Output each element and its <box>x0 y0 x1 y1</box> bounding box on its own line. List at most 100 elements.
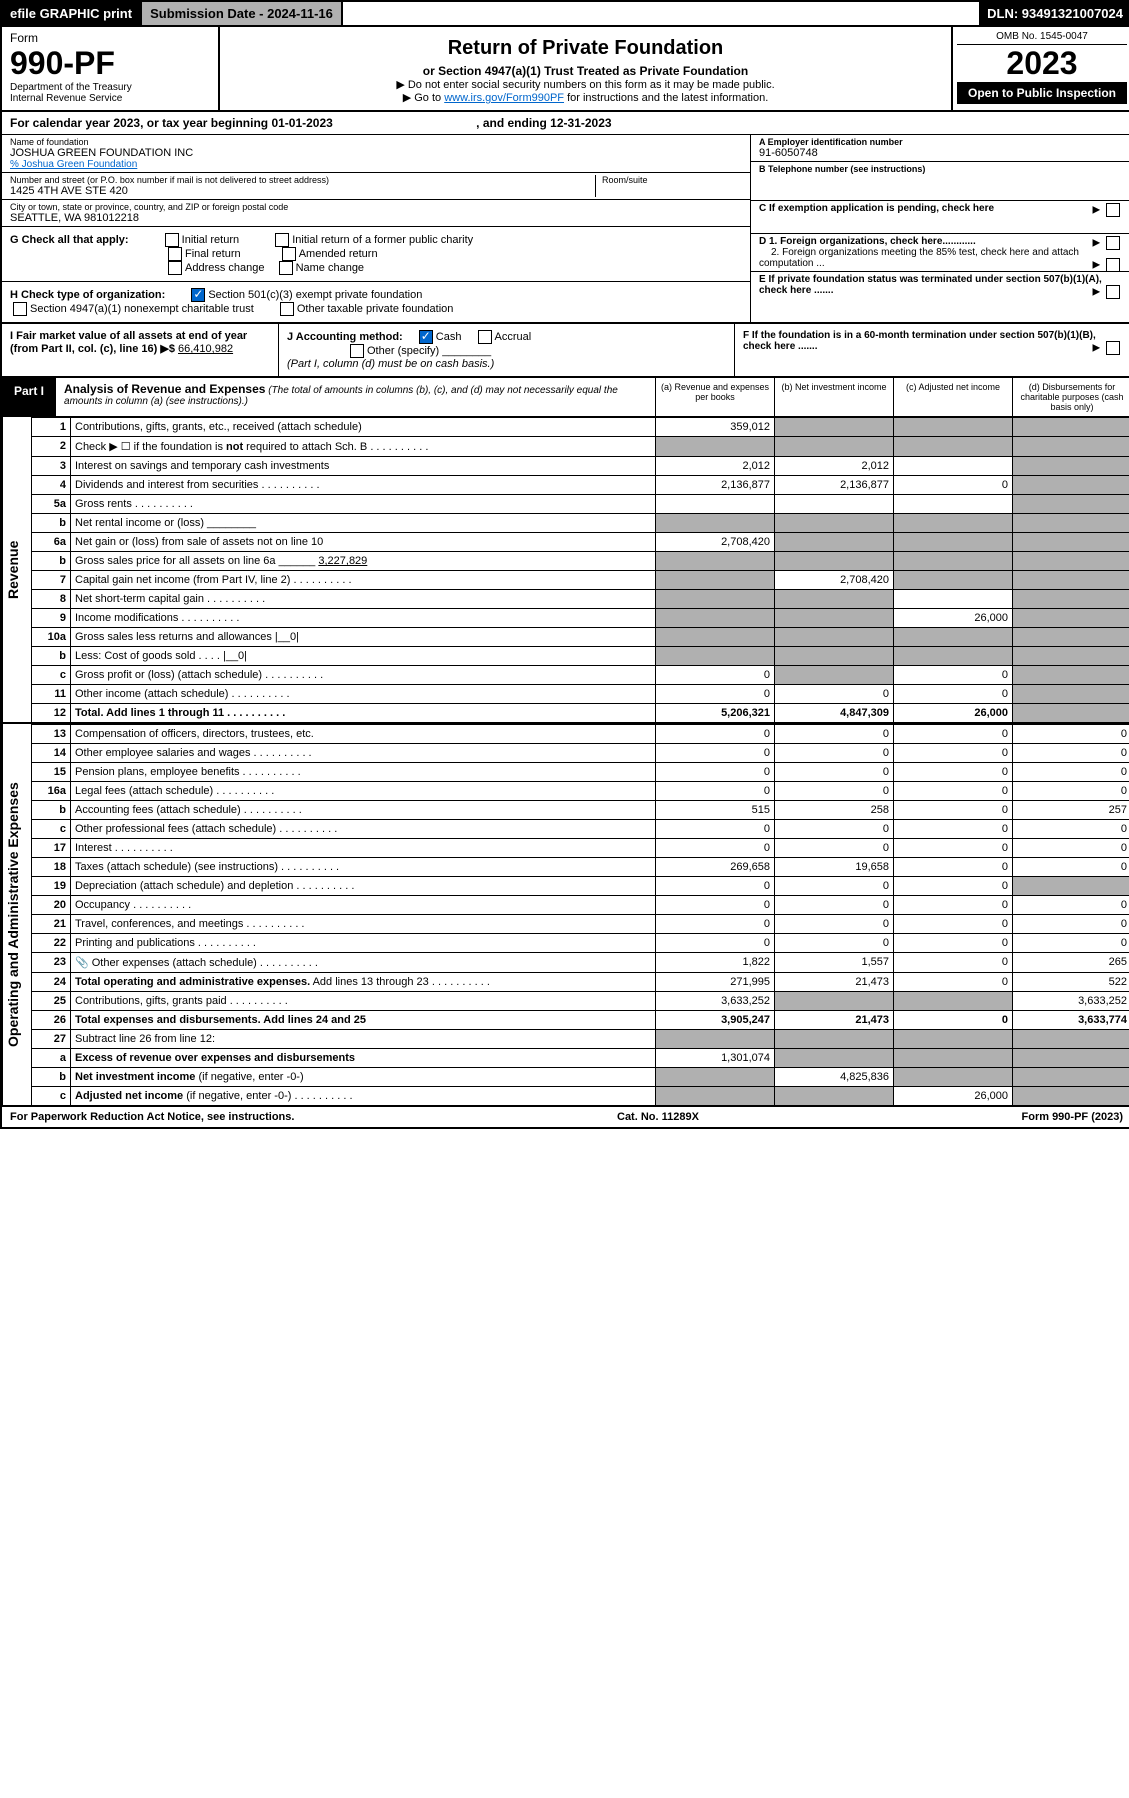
line-27: 27Subtract line 26 from line 12: <box>32 1030 1129 1049</box>
col-b: (b) Net investment income <box>774 378 893 416</box>
part1-title: Analysis of Revenue and Expenses <box>64 382 265 396</box>
part1-header: Part I Analysis of Revenue and Expenses … <box>2 378 1129 417</box>
addr-label: Number and street (or P.O. box number if… <box>10 175 595 185</box>
line-6a: 6aNet gain or (loss) from sale of assets… <box>32 533 1129 552</box>
city-value: SEATTLE, WA 981012218 <box>10 212 742 224</box>
chk-accrual[interactable] <box>478 330 492 344</box>
col-c: (c) Adjusted net income <box>893 378 1012 416</box>
line-5a: 5aGross rents <box>32 495 1129 514</box>
dln-label: DLN: 93491321007024 <box>979 2 1129 25</box>
form-subtitle: or Section 4947(a)(1) Trust Treated as P… <box>226 64 945 78</box>
irs-link[interactable]: www.irs.gov/Form990PF <box>444 92 564 104</box>
open-public: Open to Public Inspection <box>957 82 1127 104</box>
form-number: 990-PF <box>10 45 210 82</box>
c-label: C If exemption application is pending, c… <box>759 203 994 214</box>
chk-final[interactable] <box>168 247 182 261</box>
name-label: Name of foundation <box>10 137 742 147</box>
chk-cash[interactable] <box>419 330 433 344</box>
line-b: bNet rental income or (loss) ________ <box>32 514 1129 533</box>
line-13: 13Compensation of officers, directors, t… <box>32 725 1129 744</box>
e-label: E If private foundation status was termi… <box>759 274 1102 296</box>
line-c: cOther professional fees (attach schedul… <box>32 820 1129 839</box>
omb-number: OMB No. 1545-0047 <box>957 31 1127 45</box>
page-footer: For Paperwork Reduction Act Notice, see … <box>2 1105 1129 1127</box>
efile-label: efile GRAPHIC print <box>2 2 142 25</box>
ftr-left: For Paperwork Reduction Act Notice, see … <box>10 1111 294 1123</box>
col-d: (d) Disbursements for charitable purpose… <box>1012 378 1129 416</box>
f-label: F If the foundation is in a 60-month ter… <box>743 330 1096 352</box>
chk-name[interactable] <box>279 261 293 275</box>
line-21: 21Travel, conferences, and meetings0000 <box>32 915 1129 934</box>
tax-year: 2023 <box>957 45 1127 82</box>
line-25: 25Contributions, gifts, grants paid3,633… <box>32 992 1129 1011</box>
expense-section: Operating and Administrative Expenses 13… <box>2 722 1129 1105</box>
submission-date: Submission Date - 2024-11-16 <box>142 2 343 25</box>
line-b: bGross sales price for all assets on lin… <box>32 552 1129 571</box>
chk-d1[interactable] <box>1106 236 1120 250</box>
form-label: Form <box>10 31 210 45</box>
section-ijf: I Fair market value of all assets at end… <box>2 324 1129 378</box>
chk-4947[interactable] <box>13 302 27 316</box>
line-1: 1Contributions, gifts, grants, etc., rec… <box>32 418 1129 437</box>
line-b: bLess: Cost of goods sold . . . . |__0| <box>32 647 1129 666</box>
line-9: 9Income modifications26,000 <box>32 609 1129 628</box>
room-label: Room/suite <box>602 175 742 185</box>
irs-label: Internal Revenue Service <box>10 93 210 104</box>
line-18: 18Taxes (attach schedule) (see instructi… <box>32 858 1129 877</box>
line-14: 14Other employee salaries and wages0000 <box>32 744 1129 763</box>
line-16a: 16aLegal fees (attach schedule)0000 <box>32 782 1129 801</box>
line-10a: 10aGross sales less returns and allowanc… <box>32 628 1129 647</box>
ein-label: A Employer identification number <box>759 137 903 147</box>
j-note: (Part I, column (d) must be on cash basi… <box>287 358 494 370</box>
line-20: 20Occupancy0000 <box>32 896 1129 915</box>
line-19: 19Depreciation (attach schedule) and dep… <box>32 877 1129 896</box>
d2-label: 2. Foreign organizations meeting the 85%… <box>759 247 1079 269</box>
chk-other-acct[interactable] <box>350 344 364 358</box>
chk-initial[interactable] <box>165 233 179 247</box>
line-c: cGross profit or (loss) (attach schedule… <box>32 666 1129 685</box>
section-h: H Check type of organization: Section 50… <box>2 282 750 322</box>
ftr-right: Form 990-PF (2023) <box>1022 1111 1124 1123</box>
chk-c[interactable] <box>1106 203 1120 217</box>
ftr-center: Cat. No. 11289X <box>294 1111 1021 1123</box>
chk-501c3[interactable] <box>191 288 205 302</box>
co-name[interactable]: % Joshua Green Foundation <box>10 159 137 170</box>
tel-label: B Telephone number (see instructions) <box>759 164 925 174</box>
expense-side-label: Operating and Administrative Expenses <box>2 724 31 1105</box>
chk-initial-former[interactable] <box>275 233 289 247</box>
part1-tag: Part I <box>2 378 56 416</box>
line-15: 15Pension plans, employee benefits0000 <box>32 763 1129 782</box>
revenue-side-label: Revenue <box>2 417 31 722</box>
line-2: 2Check ▶ ☐ if the foundation is not requ… <box>32 437 1129 457</box>
instruction-2: ▶ Go to www.irs.gov/Form990PF for instru… <box>226 91 945 104</box>
line-c: cAdjusted net income (if negative, enter… <box>32 1087 1129 1106</box>
line-a: aExcess of revenue over expenses and dis… <box>32 1049 1129 1068</box>
line-17: 17Interest0000 <box>32 839 1129 858</box>
chk-addr[interactable] <box>168 261 182 275</box>
line-26: 26Total expenses and disbursements. Add … <box>32 1011 1129 1030</box>
calendar-year-row: For calendar year 2023, or tax year begi… <box>2 112 1129 135</box>
city-label: City or town, state or province, country… <box>10 202 742 212</box>
foundation-name: JOSHUA GREEN FOUNDATION INC <box>10 147 742 159</box>
line-22: 22Printing and publications0000 <box>32 934 1129 953</box>
chk-e[interactable] <box>1106 285 1120 299</box>
line-3: 3Interest on savings and temporary cash … <box>32 457 1129 476</box>
entity-info: Name of foundation JOSHUA GREEN FOUNDATI… <box>2 135 1129 324</box>
street-address: 1425 4TH AVE STE 420 <box>10 185 595 197</box>
top-bar: efile GRAPHIC print Submission Date - 20… <box>2 2 1129 27</box>
ein-value: 91-6050748 <box>759 147 1123 159</box>
section-g: G Check all that apply: Initial return I… <box>2 227 750 282</box>
d1-label: D 1. Foreign organizations, check here..… <box>759 236 976 247</box>
line-b: bAccounting fees (attach schedule)515258… <box>32 801 1129 820</box>
form-title: Return of Private Foundation <box>226 37 945 60</box>
col-a: (a) Revenue and expenses per books <box>655 378 774 416</box>
line-11: 11Other income (attach schedule)000 <box>32 685 1129 704</box>
chk-f[interactable] <box>1106 341 1120 355</box>
form-header: Form 990-PF Department of the Treasury I… <box>2 27 1129 112</box>
chk-amended[interactable] <box>282 247 296 261</box>
dept-label: Department of the Treasury <box>10 82 210 93</box>
chk-other-tax[interactable] <box>280 302 294 316</box>
chk-d2[interactable] <box>1106 258 1120 272</box>
instruction-1: ▶ Do not enter social security numbers o… <box>226 78 945 91</box>
line-24: 24Total operating and administrative exp… <box>32 973 1129 992</box>
